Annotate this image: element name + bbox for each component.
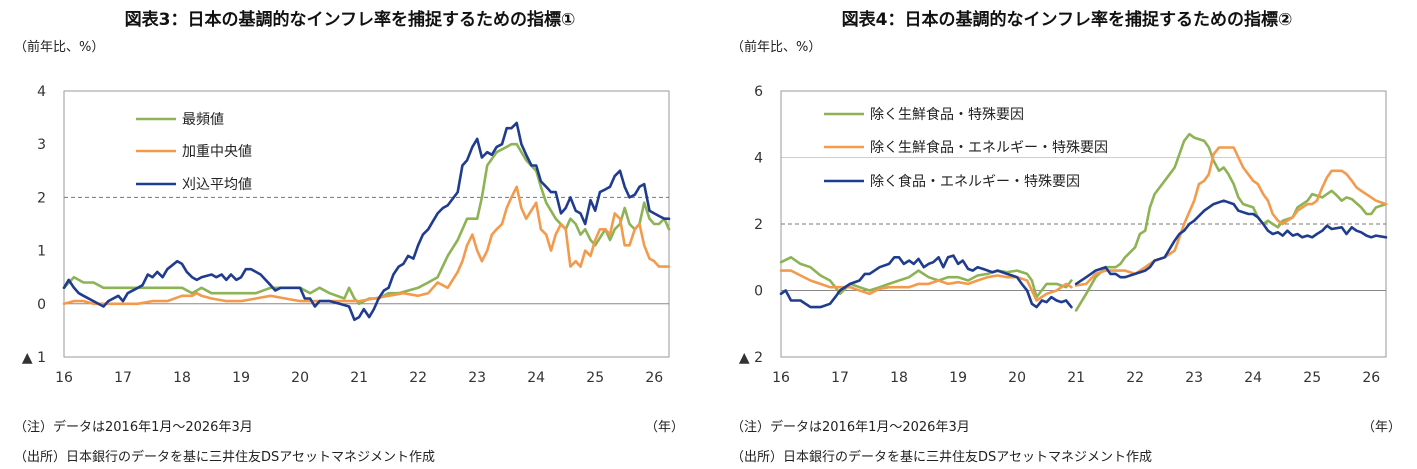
x-tick-label: 23 bbox=[468, 370, 486, 386]
y-tick-label: ▲ 1 bbox=[22, 350, 46, 366]
y-tick-label: 1 bbox=[37, 244, 46, 260]
x-tick-label: 20 bbox=[291, 370, 309, 386]
x-tick-label: 24 bbox=[527, 370, 545, 386]
series-line bbox=[779, 254, 1073, 309]
series-line bbox=[1074, 146, 1388, 287]
y-tick-label: 2 bbox=[37, 190, 46, 206]
x-tick-label: 19 bbox=[232, 370, 250, 386]
y-unit-label: （前年比、%） bbox=[731, 40, 822, 55]
note-source: （出所）日本銀行のデータを基に三井住友DSアセットマネジメント作成 bbox=[731, 450, 1153, 465]
x-tick-label: 20 bbox=[1008, 370, 1026, 386]
y-tick-label: 4 bbox=[37, 84, 46, 100]
x-tick-label: 19 bbox=[949, 370, 967, 386]
series-line bbox=[62, 121, 671, 322]
x-tick-label: 22 bbox=[409, 370, 427, 386]
x-tick-label: 23 bbox=[1185, 370, 1203, 386]
series-line bbox=[1074, 132, 1388, 312]
x-tick-label: 25 bbox=[1303, 370, 1321, 386]
x-tick-label: 16 bbox=[55, 370, 73, 386]
x-tick-label: 16 bbox=[772, 370, 790, 386]
chart-title: 図表3：日本の基調的なインフレ率を捕捉するための指標① bbox=[124, 10, 576, 30]
x-tick-label: 17 bbox=[114, 370, 132, 386]
y-tick-label: 2 bbox=[754, 217, 763, 233]
x-unit-label: （年） bbox=[1361, 420, 1401, 435]
y-unit-label: （前年比、%） bbox=[14, 40, 105, 55]
legend-label: 除く生鮮食品・特殊要因 bbox=[870, 106, 1024, 123]
x-tick-label: 24 bbox=[1244, 370, 1262, 386]
x-tick-label: 26 bbox=[1362, 370, 1380, 386]
series-line bbox=[1074, 199, 1388, 286]
legend-label: 最頻値 bbox=[182, 112, 224, 128]
x-tick-label: 25 bbox=[586, 370, 604, 386]
x-tick-label: 21 bbox=[1067, 370, 1085, 386]
note-data-range: （注）データは2016年1月～2026年3月 bbox=[731, 420, 970, 435]
y-tick-label: 6 bbox=[754, 84, 763, 100]
note-data-range: （注）データは2016年1月～2026年3月 bbox=[14, 420, 253, 435]
plot-frame bbox=[63, 90, 670, 358]
legend-label: 除く食品・エネルギー・特殊要因 bbox=[870, 173, 1080, 190]
x-tick-label: 18 bbox=[173, 370, 191, 386]
series-line bbox=[62, 185, 671, 306]
chart-title: 図表4：日本の基調的なインフレ率を捕捉するための指標② bbox=[841, 10, 1293, 30]
x-tick-label: 18 bbox=[890, 370, 908, 386]
y-tick-label: 0 bbox=[37, 297, 46, 313]
series-line bbox=[779, 269, 1073, 302]
legend-label: 除く生鮮食品・エネルギー・特殊要因 bbox=[870, 139, 1108, 156]
series-line bbox=[62, 142, 671, 306]
x-unit-label: （年） bbox=[644, 420, 684, 435]
y-tick-label: 0 bbox=[754, 284, 763, 300]
y-tick-label: 3 bbox=[37, 137, 46, 153]
y-tick-label: ▲ 2 bbox=[739, 350, 763, 366]
x-tick-label: 22 bbox=[1126, 370, 1144, 386]
note-source: （出所）日本銀行のデータを基に三井住友DSアセットマネジメント作成 bbox=[14, 450, 436, 465]
x-tick-label: 26 bbox=[645, 370, 663, 386]
series-line bbox=[779, 256, 1073, 299]
legend-label: 加重中央値 bbox=[182, 144, 252, 160]
legend-label: 刈込平均値 bbox=[182, 177, 252, 193]
x-tick-label: 21 bbox=[350, 370, 368, 386]
y-tick-label: 4 bbox=[754, 151, 763, 167]
x-tick-label: 17 bbox=[831, 370, 849, 386]
